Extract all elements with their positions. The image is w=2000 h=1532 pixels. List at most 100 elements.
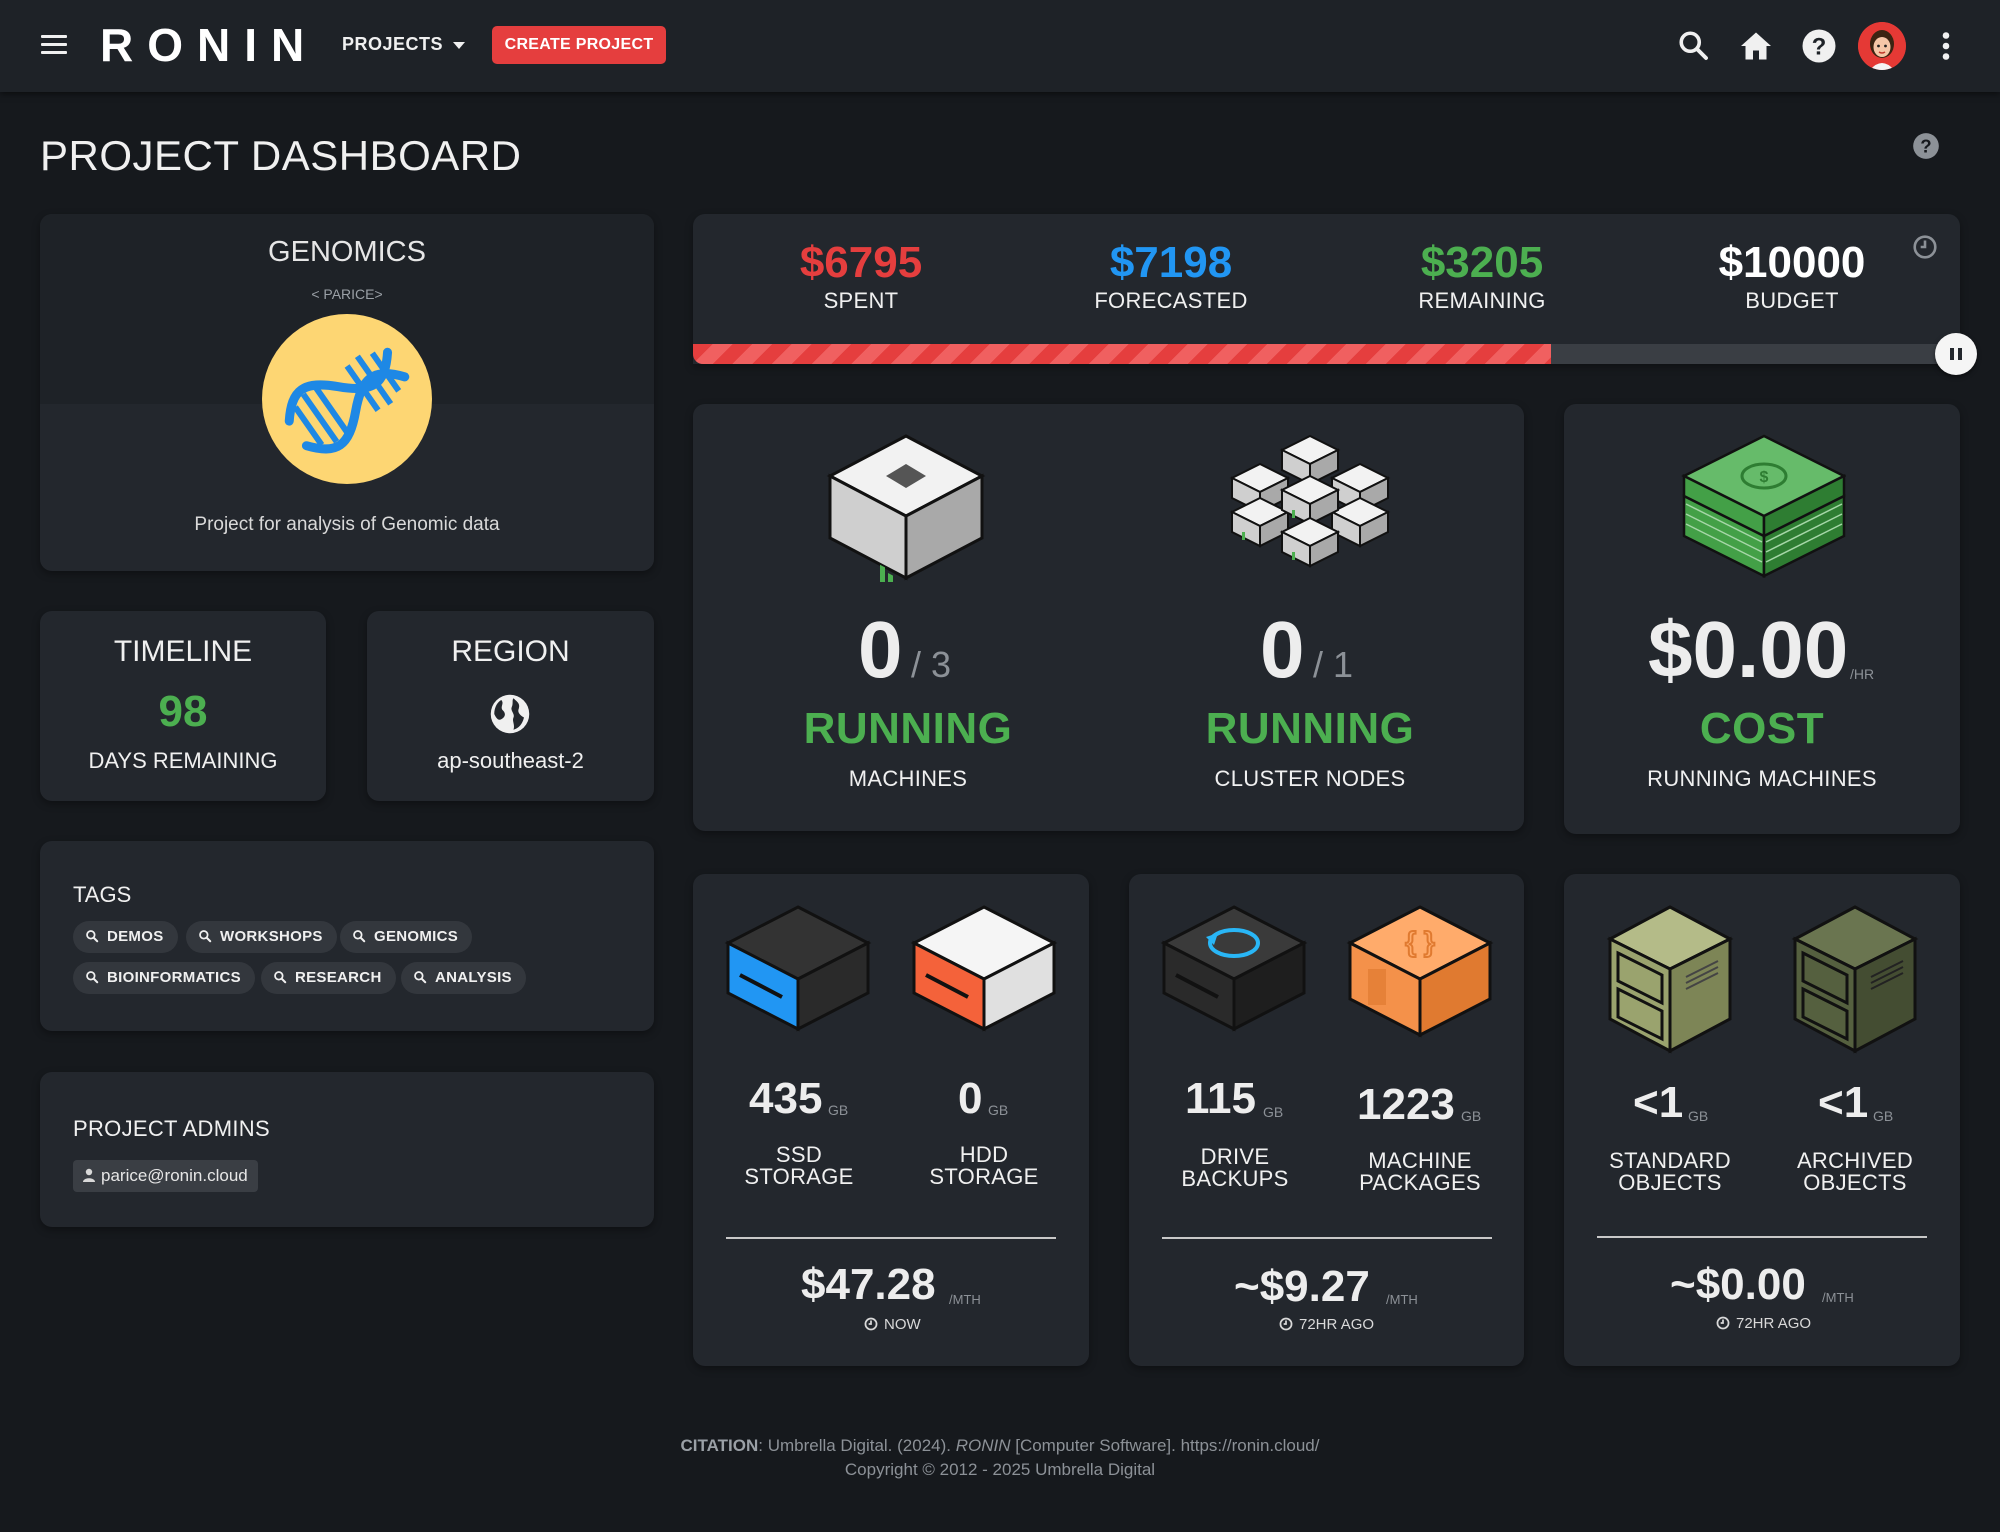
budget-remaining-value: $3205	[1420, 238, 1544, 287]
tag-chip-workshops[interactable]: WORKSHOPS	[186, 921, 337, 953]
cluster-total-value: / 1	[1313, 644, 1354, 685]
project-admins-title: PROJECT ADMINS	[73, 1116, 270, 1141]
budget-spent-label: SPENT	[823, 288, 899, 313]
machine-packages-unit: GB	[1461, 1108, 1482, 1124]
storage-cost-time: NOW	[864, 1316, 921, 1333]
drive-backups-unit: GB	[1263, 1104, 1284, 1120]
region-value: ap-southeast-2	[437, 748, 584, 773]
svg-text:?: ?	[1812, 33, 1827, 60]
drive-label-line1: DRIVE	[1200, 1144, 1270, 1169]
home-icon[interactable]	[1738, 28, 1774, 64]
search-icon	[414, 970, 427, 983]
timeline-days-label: DAYS REMAINING	[88, 748, 278, 773]
ssd-storage-label: SSD STORAGE	[709, 1144, 889, 1188]
hdd-storage-label: HDD STORAGE	[894, 1144, 1074, 1188]
tag-label: DEMOS	[107, 928, 164, 945]
create-project-button[interactable]: CREATE PROJECT	[492, 26, 666, 64]
citation-post[interactable]: [Computer Software]. https://ronin.cloud…	[1010, 1436, 1320, 1455]
machine-icon	[826, 434, 986, 582]
search-icon	[86, 929, 99, 942]
search-icon[interactable]	[1676, 28, 1712, 64]
backups-cost-unit: /MTH	[1386, 1292, 1418, 1307]
money-stack-icon: $	[1681, 434, 1846, 579]
packages-label-line2: PACKAGES	[1359, 1170, 1481, 1195]
svg-text:$: $	[1760, 469, 1769, 486]
archived-label-line2: OBJECTS	[1803, 1170, 1907, 1195]
svg-text:?: ?	[1920, 135, 1931, 156]
search-icon	[199, 929, 212, 942]
tag-label: WORKSHOPS	[220, 928, 323, 945]
tag-label: ANALYSIS	[435, 969, 512, 986]
admin-email: parice@ronin.cloud	[101, 1166, 248, 1185]
tag-label: BIOINFORMATICS	[107, 969, 241, 986]
standard-objects-icon	[1606, 905, 1734, 1054]
hdd-storage-icon	[910, 905, 1058, 1032]
divider	[1597, 1236, 1927, 1238]
search-icon	[353, 929, 366, 942]
projects-dropdown-label: PROJECTS	[342, 34, 444, 54]
cost-per-hour-unit: /HR	[1850, 666, 1875, 682]
drive-backup-icon	[1160, 905, 1308, 1032]
budget-progress-bar	[693, 344, 1955, 364]
cost-label: RUNNING MACHINES	[1647, 766, 1877, 791]
tag-chip-analysis[interactable]: ANALYSIS	[401, 962, 526, 994]
tag-chip-research[interactable]: RESEARCH	[261, 962, 396, 994]
budget-forecasted-label: FORECASTED	[1094, 288, 1248, 313]
standard-objects-value: <1	[1633, 1078, 1684, 1127]
objects-cost-unit: /MTH	[1822, 1290, 1854, 1305]
storage-cost-unit: /MTH	[949, 1292, 981, 1307]
drive-backups-value: 115	[1185, 1074, 1256, 1123]
cluster-icon	[1229, 434, 1391, 568]
projects-dropdown[interactable]: PROJECTS	[342, 34, 466, 55]
top-app-bar: RONIN PROJECTS CREATE PROJECT ?	[0, 0, 2000, 92]
ronin-logo[interactable]: RONIN	[100, 19, 319, 71]
dna-icon	[262, 314, 432, 484]
objects-cost-time-label: 72HR AGO	[1736, 1315, 1812, 1332]
region-title: REGION	[451, 635, 570, 668]
tag-chip-bioinformatics[interactable]: BIOINFORMATICS	[73, 962, 255, 994]
backups-cost-time-label: 72HR AGO	[1299, 1316, 1375, 1333]
objects-cost-time: 72HR AGO	[1716, 1315, 1811, 1332]
budget-forecasted-value: $7198	[1109, 238, 1233, 287]
ssd-storage-unit: GB	[828, 1102, 849, 1118]
project-name: GENOMICS	[268, 236, 426, 268]
citation-text: CITATION: Umbrella Digital. (2024). RONI…	[0, 1436, 2000, 1456]
admin-chip[interactable]: parice@ronin.cloud	[73, 1160, 258, 1192]
tag-chip-demos[interactable]: DEMOS	[73, 921, 178, 953]
more-vertical-icon[interactable]	[1928, 28, 1964, 64]
hdd-storage-value: 0	[958, 1074, 983, 1123]
timeline-days-value: 98	[158, 687, 208, 736]
budget-progress-fill	[693, 344, 1551, 364]
user-icon	[83, 1168, 95, 1183]
cost-per-hour-value: $0.00	[1648, 605, 1849, 694]
pause-button[interactable]	[1935, 333, 1977, 375]
tag-label: RESEARCH	[295, 969, 382, 986]
copyright-text: Copyright © 2012 - 2025 Umbrella Digital	[844, 1460, 1156, 1479]
machine-package-icon: { }	[1346, 905, 1494, 1038]
tag-label: GENOMICS	[374, 928, 459, 945]
hdd-label-line1: HDD	[959, 1142, 1009, 1167]
packages-label-line1: MACHINE	[1368, 1148, 1472, 1173]
svg-text:{ }: { }	[1405, 926, 1435, 957]
divider	[726, 1237, 1056, 1239]
help-circle-icon[interactable]: ?	[1912, 132, 1940, 160]
user-avatar[interactable]	[1858, 22, 1906, 70]
budget-total-value: $10000	[1718, 238, 1866, 287]
hamburger-menu-icon[interactable]	[38, 30, 70, 62]
machines-status: RUNNING	[803, 704, 1013, 753]
globe-icon	[490, 694, 530, 734]
divider	[1162, 1237, 1492, 1239]
budget-total-label: BUDGET	[1745, 288, 1839, 313]
clock-icon[interactable]	[1912, 234, 1938, 260]
clock-icon	[1716, 1316, 1730, 1329]
caret-down-icon	[453, 41, 466, 49]
tag-chip-genomics[interactable]: GENOMICS	[340, 921, 473, 953]
archived-objects-label: ARCHIVED OBJECTS	[1765, 1150, 1945, 1194]
standard-objects-label: STANDARD OBJECTS	[1580, 1150, 1760, 1194]
hdd-label-line2: STORAGE	[929, 1164, 1039, 1189]
cluster-label: CLUSTER NODES	[1214, 766, 1406, 791]
tags-title: TAGS	[73, 882, 132, 907]
budget-remaining-label: REMAINING	[1418, 288, 1546, 313]
ssd-storage-value: 435	[749, 1074, 823, 1123]
help-circle-icon[interactable]: ?	[1801, 28, 1837, 64]
